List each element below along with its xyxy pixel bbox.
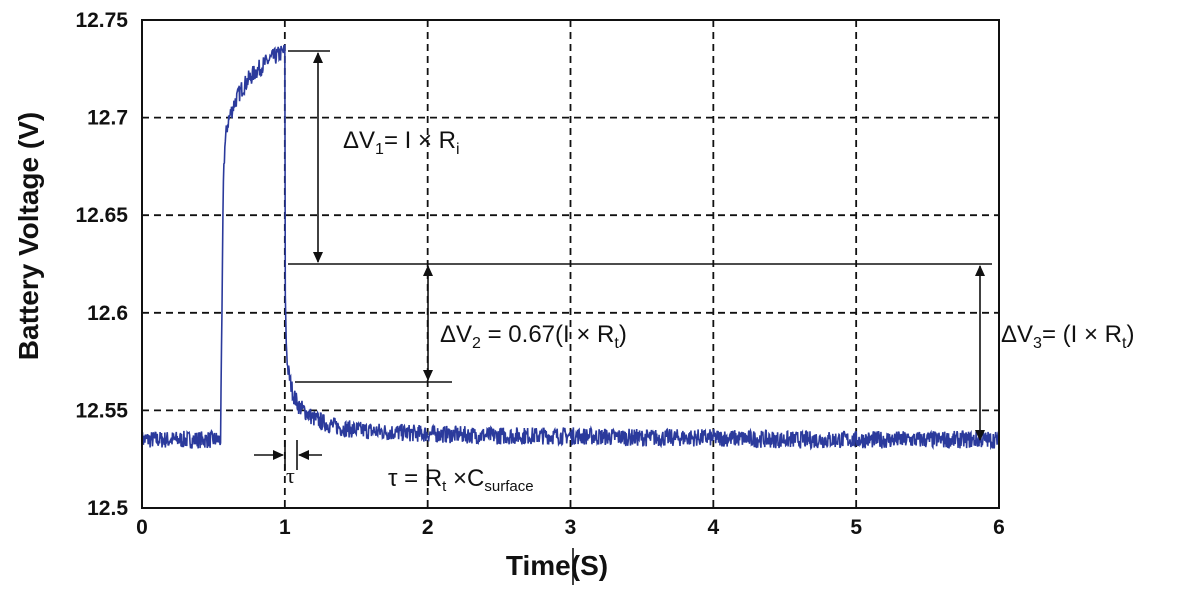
tau-left-arrow-head [273, 450, 284, 460]
dv2-label: ΔV2 = 0.67(I × Rt) [440, 321, 627, 352]
tau-label: τ [286, 463, 295, 488]
dv3-arrow-head-bottom [975, 430, 985, 441]
x-tick-label: 1 [279, 516, 291, 539]
dv1-arrow-head-bottom [313, 252, 323, 263]
y-tick-label: 12.7 [87, 107, 128, 130]
x-tick-labels: 0 1 2 3 4 5 6 [136, 516, 1005, 539]
dv1-arrow-head-top [313, 52, 323, 63]
dv1-label: ΔV1= I × Ri [343, 127, 460, 158]
tau-equation: τ = Rt ×Csurface [388, 465, 534, 495]
y-tick-label: 12.5 [87, 497, 128, 520]
tau-right-arrow-head [298, 450, 309, 460]
annotation-guides [254, 50, 992, 585]
plot-frame [141, 19, 1000, 509]
dv2-arrow-head-top [423, 265, 433, 276]
y-tick-label: 12.6 [87, 302, 128, 325]
dv3-label: ΔV3= (I × Rt) [1001, 321, 1134, 352]
voltage-series [141, 44, 1000, 451]
x-tick-label: 4 [707, 516, 719, 539]
y-tick-label: 12.65 [75, 204, 128, 227]
x-tick-label: 2 [422, 516, 434, 539]
x-tick-label: 0 [136, 516, 148, 539]
voltage-line [141, 44, 1000, 451]
dv3-arrow-head-top [975, 265, 985, 276]
y-tick-label: 12.75 [75, 9, 128, 32]
y-axis-title: Battery Voltage (V) [13, 112, 44, 360]
y-tick-labels: 12.5 12.55 12.6 12.65 12.7 12.75 [75, 9, 128, 520]
x-tick-label: 3 [565, 516, 577, 539]
dv2-arrow-head-bottom [423, 370, 433, 381]
x-axis-title: Time(S) [506, 550, 608, 581]
x-tick-label: 5 [850, 516, 862, 539]
x-tick-label: 6 [993, 516, 1005, 539]
y-tick-label: 12.55 [75, 399, 128, 422]
